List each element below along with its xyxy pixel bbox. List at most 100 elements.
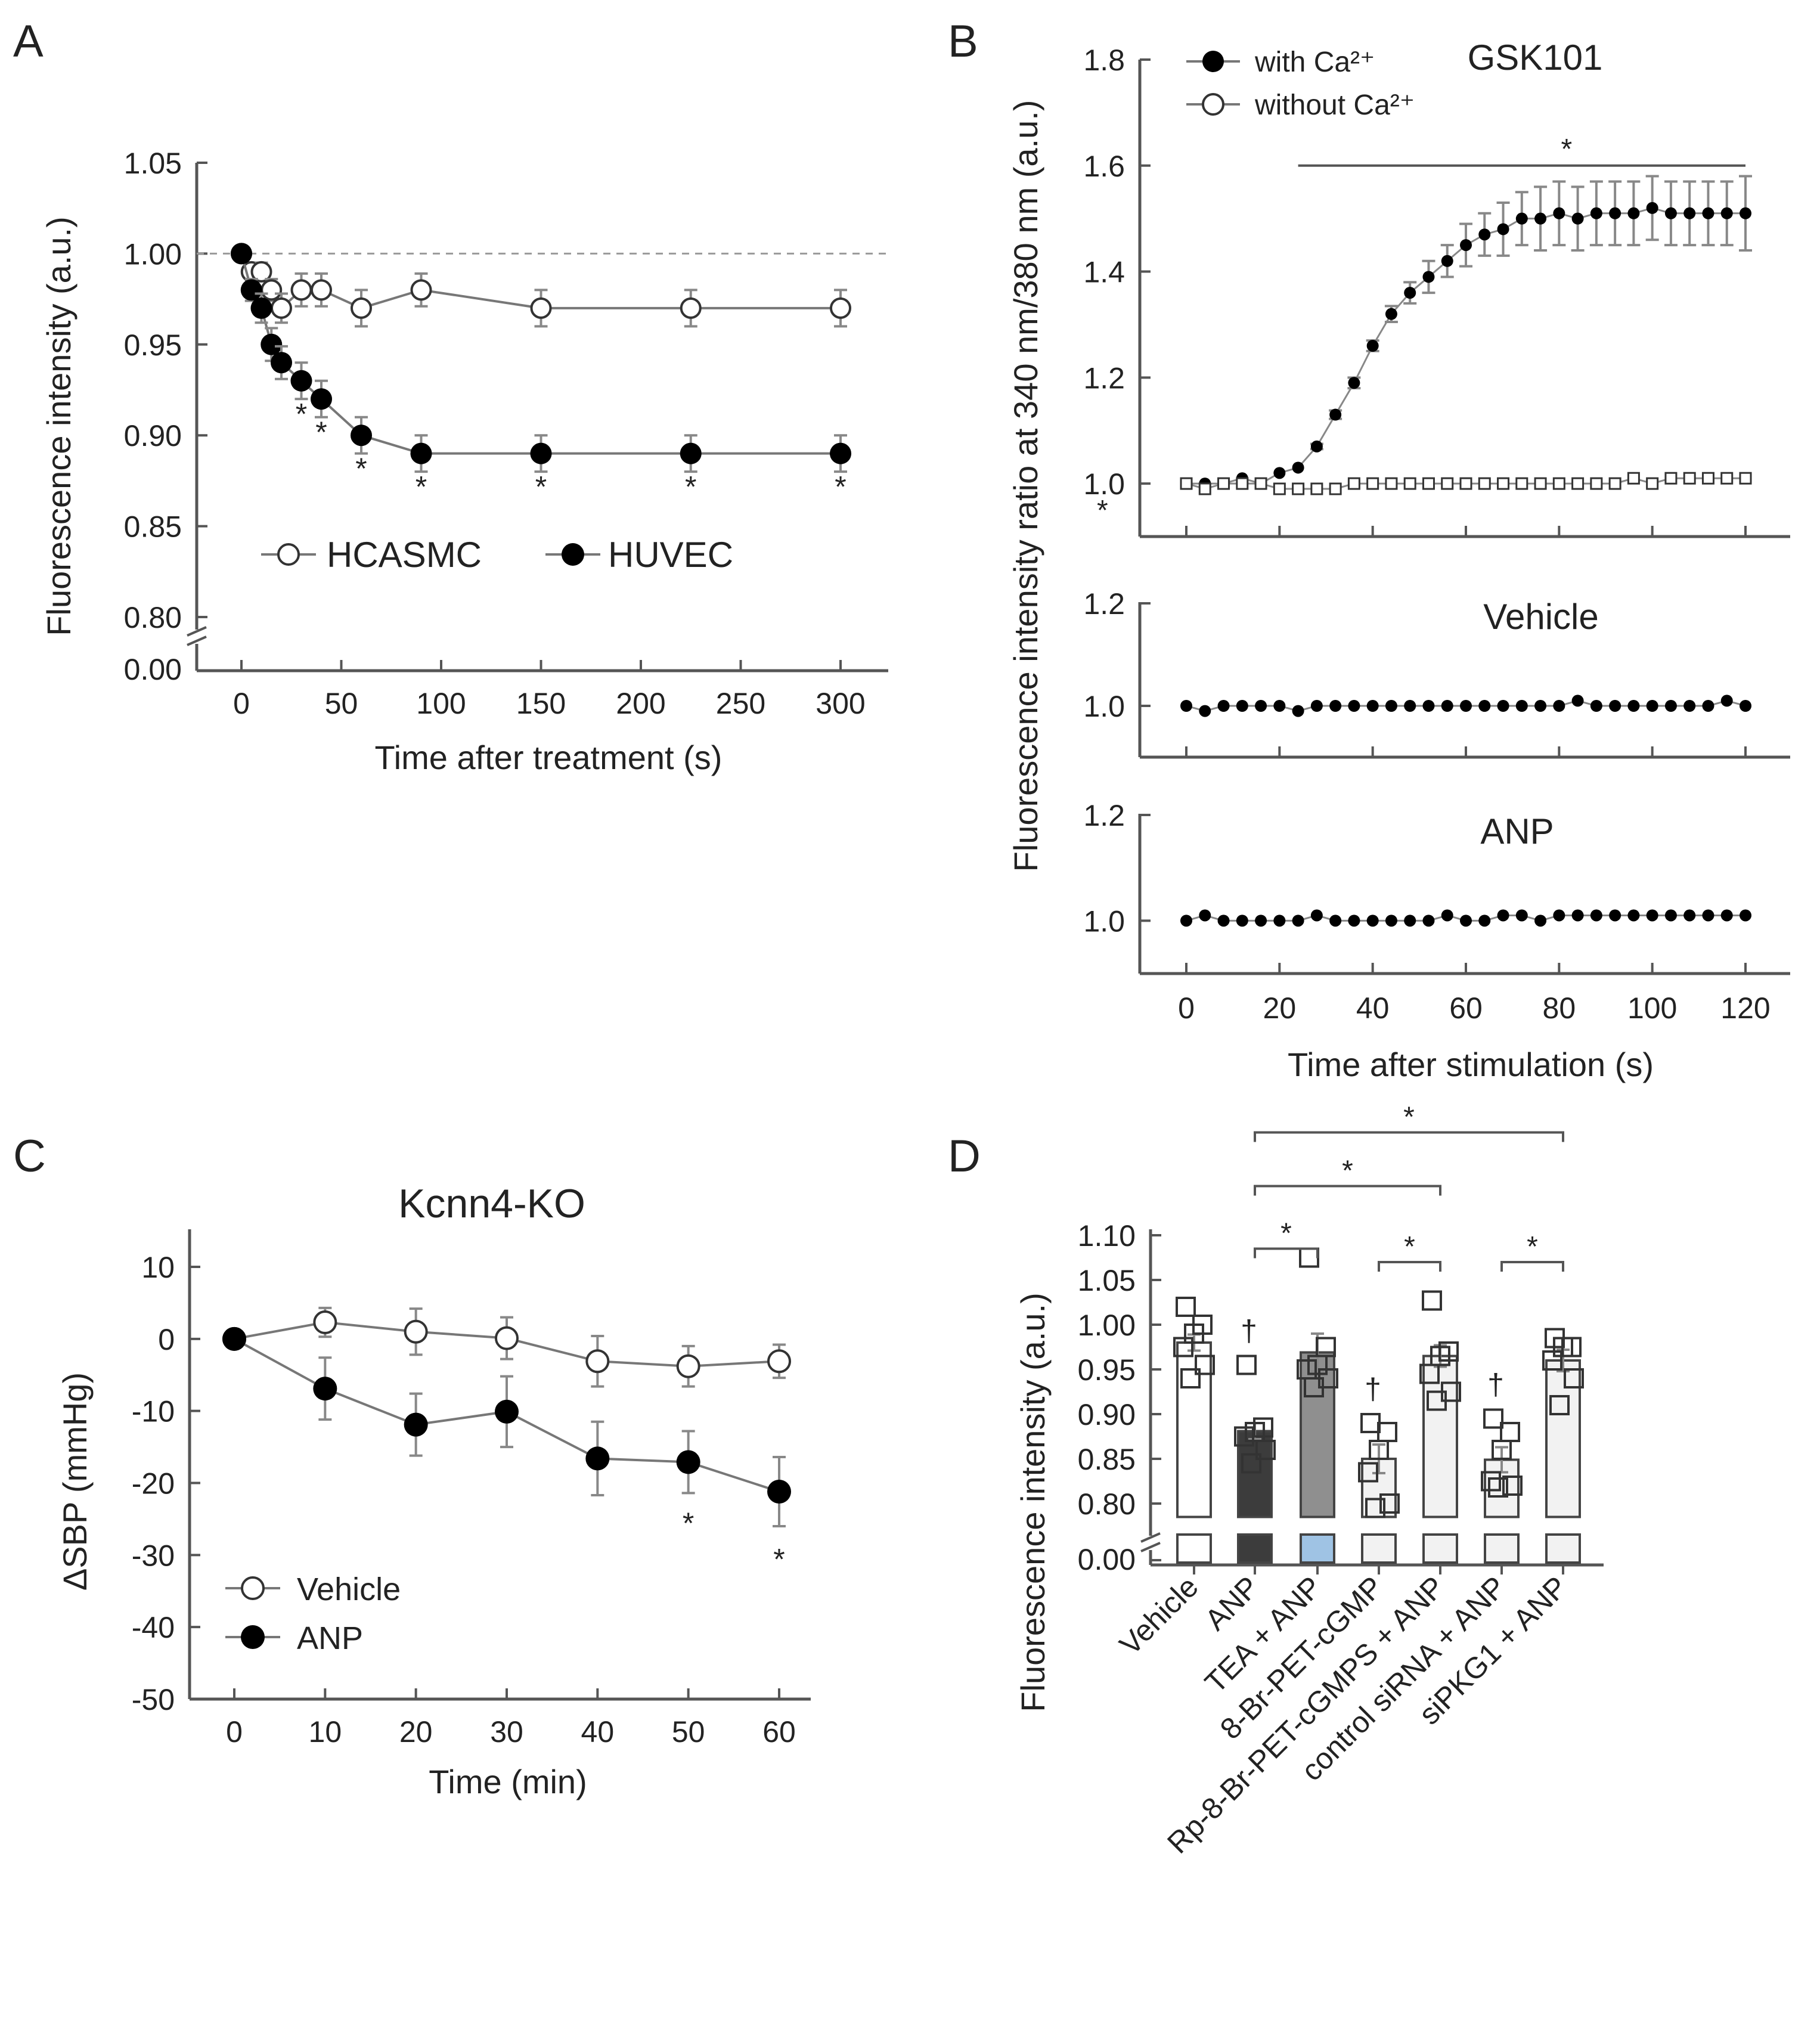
comparison-marker: *: [1403, 1102, 1415, 1133]
y-tick-label: 0.85: [124, 510, 182, 544]
data-point-filled: [1740, 909, 1751, 922]
x-tick-label: 0: [1178, 991, 1195, 1025]
data-point-without-ca: [1366, 477, 1379, 490]
x-tick-label: 20: [399, 1715, 433, 1749]
bar-4: [1422, 1355, 1458, 1518]
data-point-filled: [1348, 377, 1360, 389]
panel-c-plot-area: 10 0 -10 -20 -30 -40 -50 0 10 20 30 40 50 60 * *: [132, 1229, 811, 1749]
data-point-filled: [1609, 909, 1621, 922]
data-point-filled: [1702, 207, 1714, 219]
x-tick-label: 50: [325, 687, 358, 720]
data-point-filled: [1422, 915, 1435, 927]
individual-point: [1488, 1477, 1508, 1498]
data-point-filled: [1720, 909, 1733, 922]
panel-b-plot-area: 1.81.61.41.21.0**1.21.01.21.00 20 40 60 80 10…: [1083, 44, 1790, 1025]
panel-d-plot-area: 1.101.051.000.950.900.850.800.00VehicleA…: [1078, 1102, 1604, 1860]
data-point-without-ca: [1571, 477, 1585, 490]
data-point-filled: [1683, 207, 1696, 219]
panel-b-vehicle-label: Vehicle: [1483, 597, 1598, 637]
y-tick-label: 1.10: [1078, 1219, 1136, 1253]
x-tick-label: 200: [616, 687, 665, 720]
comparison-bracket: [1254, 1131, 1564, 1142]
y-tick-label: -20: [132, 1467, 175, 1501]
data-point-filled: [1664, 207, 1677, 219]
panel-a-legend: HCASMC HUVEC: [261, 535, 733, 575]
data-point-without-ca: [1441, 477, 1454, 490]
individual-point: [1176, 1297, 1196, 1317]
data-point-hcasmc: [250, 261, 272, 283]
panel-b-x-axis-label: Time after stimulation (s): [1288, 1046, 1654, 1083]
x-tick-label: 100: [416, 687, 466, 720]
data-point-without-ca: [1534, 477, 1547, 490]
data-point-hcasmc: [830, 297, 851, 319]
x-tick-label: 0: [226, 1715, 243, 1749]
data-point-huvec: [261, 333, 283, 355]
panel-b-legend: with Ca²⁺ without Ca²⁺: [1186, 47, 1415, 121]
data-point-filled: [1702, 909, 1714, 922]
data-point-filled: [1292, 915, 1304, 927]
dagger-marker: †: [1241, 1315, 1257, 1348]
bar-0: [1176, 1341, 1212, 1518]
panel-d: D 1.10 1.05 1.00 0.95 0.90 0.85 0.80 0.00Vehicl…: [948, 1102, 1604, 1860]
individual-point: [1564, 1368, 1584, 1388]
x-tick-label: 40: [581, 1715, 615, 1749]
data-point-filled: [1553, 207, 1565, 219]
data-point-filled: [1404, 915, 1416, 927]
data-point-vehicle: [676, 1354, 700, 1378]
data-point-without-ca: [1273, 482, 1286, 495]
data-point-filled: [1590, 909, 1602, 922]
data-point-filled: [1273, 915, 1286, 927]
y-tick-label: 1.05: [1078, 1264, 1136, 1297]
data-point-anp: [313, 1377, 337, 1401]
data-point-filled: [1534, 915, 1547, 927]
data-point-filled: [1497, 700, 1509, 712]
data-point-filled: [1534, 212, 1547, 225]
significance-marker: *: [1561, 134, 1572, 165]
x-tick-label: 250: [716, 687, 765, 720]
x-tick-label: Vehicle: [1113, 1570, 1205, 1662]
data-point-filled: [1255, 915, 1267, 927]
y-tick-label: 0: [158, 1323, 175, 1356]
panel-b-y-axis-label: Fluorescence intensity ratio at 340 nm/3…: [1007, 100, 1044, 872]
x-tick-label: 100: [1627, 991, 1677, 1025]
data-point-filled: [1664, 909, 1677, 922]
data-point-filled: [1553, 700, 1565, 712]
individual-point: [1195, 1355, 1215, 1375]
legend-with-ca-label: with Ca²⁺: [1254, 47, 1375, 78]
data-point-filled: [1683, 909, 1696, 922]
data-point-without-ca: [1292, 482, 1305, 495]
individual-point: [1553, 1337, 1573, 1357]
data-point-filled: [1460, 915, 1472, 927]
y-tick-label: 0.95: [1078, 1353, 1136, 1387]
y-tick-label: 1.00: [124, 237, 182, 271]
data-point-without-ca: [1590, 477, 1603, 490]
data-point-filled: [1348, 915, 1360, 927]
panel-c-legend: Vehicle ANP: [225, 1572, 401, 1656]
data-point-filled: [1441, 700, 1453, 712]
data-point-vehicle: [767, 1349, 791, 1374]
bar-1: [1237, 1430, 1273, 1518]
x-tick-label: 30: [490, 1715, 523, 1749]
individual-point: [1427, 1390, 1447, 1411]
data-point-filled: [1497, 223, 1509, 235]
data-point-huvec: [830, 442, 851, 464]
data-point-filled: [1329, 915, 1342, 927]
individual-point: [1377, 1422, 1397, 1442]
y-tick-label: -30: [132, 1539, 175, 1572]
y-axis-break-slash-1: [1140, 1532, 1161, 1543]
significance-marker: *: [685, 470, 696, 503]
data-point-filled: [1385, 915, 1397, 927]
data-point-filled: [1385, 700, 1397, 712]
dagger-marker: †: [1487, 1368, 1504, 1402]
data-point-filled: [1664, 700, 1677, 712]
data-point-hcasmc: [271, 297, 292, 319]
data-point-without-ca: [1329, 482, 1342, 495]
panel-c-y-axis-label: ΔSBP (mmHg): [56, 1372, 94, 1591]
bar-6: [1545, 1359, 1581, 1518]
data-point-hcasmc: [311, 279, 332, 301]
individual-point: [1379, 1493, 1400, 1514]
data-point-filled: [1217, 700, 1230, 712]
data-point-without-ca: [1385, 477, 1398, 490]
x-tick-label: 150: [516, 687, 566, 720]
data-point-filled: [1646, 202, 1658, 214]
